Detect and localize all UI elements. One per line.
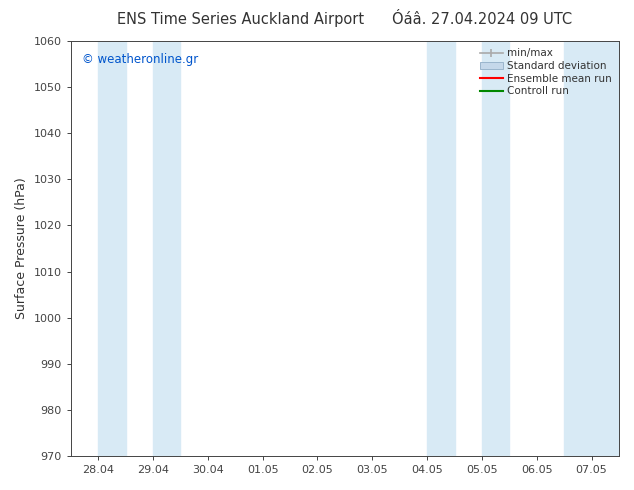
Text: Óáâ. 27.04.2024 09 UTC: Óáâ. 27.04.2024 09 UTC bbox=[392, 12, 572, 27]
Text: © weatheronline.gr: © weatheronline.gr bbox=[82, 53, 198, 67]
Text: ENS Time Series Auckland Airport: ENS Time Series Auckland Airport bbox=[117, 12, 365, 27]
Legend: min/max, Standard deviation, Ensemble mean run, Controll run: min/max, Standard deviation, Ensemble me… bbox=[478, 46, 614, 98]
Bar bbox=[564, 41, 619, 456]
Bar bbox=[153, 41, 180, 456]
Bar bbox=[482, 41, 509, 456]
Y-axis label: Surface Pressure (hPa): Surface Pressure (hPa) bbox=[15, 178, 28, 319]
Bar bbox=[98, 41, 126, 456]
Bar bbox=[427, 41, 455, 456]
